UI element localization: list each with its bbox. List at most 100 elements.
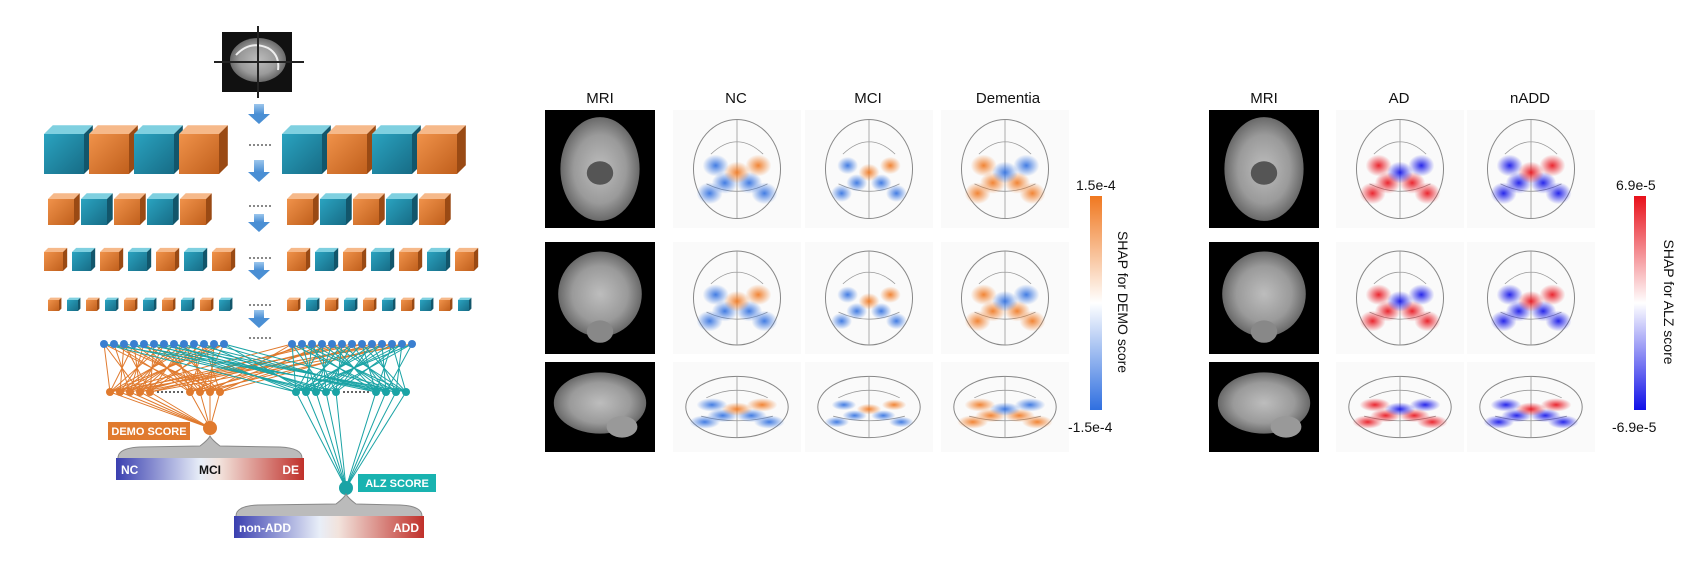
teal-cube [315, 247, 339, 271]
alz-score-bar [234, 516, 424, 538]
mri-slice-image [545, 362, 655, 452]
orange-cube [287, 297, 301, 311]
orange-cube [114, 193, 146, 225]
teal-cube [81, 193, 113, 225]
ellipsis-dot [253, 304, 255, 306]
ellipsis-dot [257, 337, 259, 339]
fully-connected-layers [100, 340, 416, 495]
network-node [126, 388, 134, 396]
shap-brain-map [805, 110, 933, 228]
ellipsis-dot [165, 391, 167, 393]
architecture-diagram: DEMO SCORE ALZ SCORE NC MCI DE non-ADD A… [44, 26, 479, 538]
teal-cube [282, 125, 331, 174]
shap-brain-map [1336, 362, 1464, 452]
ellipsis-dot [269, 205, 271, 207]
ellipsis-dot [253, 144, 255, 146]
teal-cube [44, 125, 93, 174]
convolution-feature-maps [44, 125, 479, 311]
demo-colorbar-min: -1.5e-4 [1068, 419, 1113, 435]
network-node [332, 388, 340, 396]
network-node [408, 340, 416, 348]
ellipsis-dot [257, 304, 259, 306]
ellipsis-dot [249, 257, 251, 259]
brain-volume-icon [214, 26, 304, 98]
shap-brain-map [941, 242, 1069, 354]
ellipsis-dot [253, 337, 255, 339]
demo-col-header-nc: NC [725, 90, 747, 107]
network-node [392, 388, 400, 396]
alz-output-node [339, 481, 353, 495]
network-node [292, 388, 300, 396]
ellipsis-dot [169, 391, 171, 393]
network-node [116, 388, 124, 396]
orange-cube [162, 297, 176, 311]
network-node [186, 388, 194, 396]
ellipsis-dot [269, 337, 271, 339]
teal-cube [147, 193, 179, 225]
alz-colorbar-max: 6.9e-5 [1616, 177, 1656, 193]
mri-slice-image [545, 110, 655, 228]
network-node [378, 340, 386, 348]
orange-cube [455, 247, 479, 271]
orange-cube [439, 297, 453, 311]
teal-cube [320, 193, 352, 225]
mri-slice-image [1209, 110, 1319, 228]
network-node [312, 388, 320, 396]
demo-colorbar-max: 1.5e-4 [1076, 177, 1116, 193]
demo-col-header-mci: MCI [854, 90, 882, 107]
network-node [196, 388, 204, 396]
network-node [190, 340, 198, 348]
orange-cube [180, 193, 212, 225]
ellipsis-dot [265, 304, 267, 306]
ellipsis-dot [249, 205, 251, 207]
orange-cube [353, 193, 385, 225]
alz-shap-maps [1209, 110, 1595, 452]
ellipsis-dot [257, 257, 259, 259]
ellipsis-dot [265, 337, 267, 339]
teal-cube [306, 297, 320, 311]
teal-cube [371, 247, 395, 271]
network-node [120, 340, 128, 348]
shap-brain-map [1336, 242, 1464, 354]
orange-cube [44, 247, 68, 271]
orange-cube [89, 125, 138, 174]
ellipsis-dot [253, 257, 255, 259]
network-node [402, 388, 410, 396]
down-arrow-icon [248, 160, 270, 182]
network-node [100, 340, 108, 348]
alz-shap-panel: MRI AD nADD 6.9e-5 -6.9e-5 SHAP for ALZ … [1209, 90, 1677, 452]
network-node [150, 340, 158, 348]
orange-cube [287, 247, 311, 271]
down-arrow-icon [248, 214, 270, 232]
teal-cube [72, 247, 96, 271]
demo-score-scale: NC MCI DE [116, 434, 304, 480]
network-node [210, 340, 218, 348]
alz-col-header-ad: AD [1389, 90, 1410, 107]
orange-cube [100, 247, 124, 271]
teal-cube [219, 297, 233, 311]
demo-bar-mci-label: MCI [199, 463, 221, 477]
network-node [298, 340, 306, 348]
network-node [398, 340, 406, 348]
ellipsis-dot [343, 391, 345, 393]
alz-colorbar-label: SHAP for ALZ score [1661, 239, 1677, 364]
shap-brain-map [941, 362, 1069, 452]
ellipsis-dot [173, 391, 175, 393]
network-node [322, 388, 330, 396]
network-edges [103, 343, 413, 489]
teal-cube [67, 297, 81, 311]
demo-shap-panel: MRI NC MCI Dementia 1.5e-4 -1.5e-4 SHAP … [545, 90, 1131, 452]
network-node [170, 340, 178, 348]
shap-brain-map [673, 362, 801, 452]
ellipsis-dot [253, 205, 255, 207]
orange-cube [124, 297, 138, 311]
down-arrow-icon [248, 262, 270, 280]
demo-bar-de-label: DE [282, 463, 299, 477]
shap-brain-map [1467, 110, 1595, 228]
orange-cube [200, 297, 214, 311]
mri-slice-image [545, 242, 655, 354]
network-node [160, 340, 168, 348]
orange-cube [156, 247, 180, 271]
network-node [206, 388, 214, 396]
alz-colorbar-min: -6.9e-5 [1612, 419, 1657, 435]
